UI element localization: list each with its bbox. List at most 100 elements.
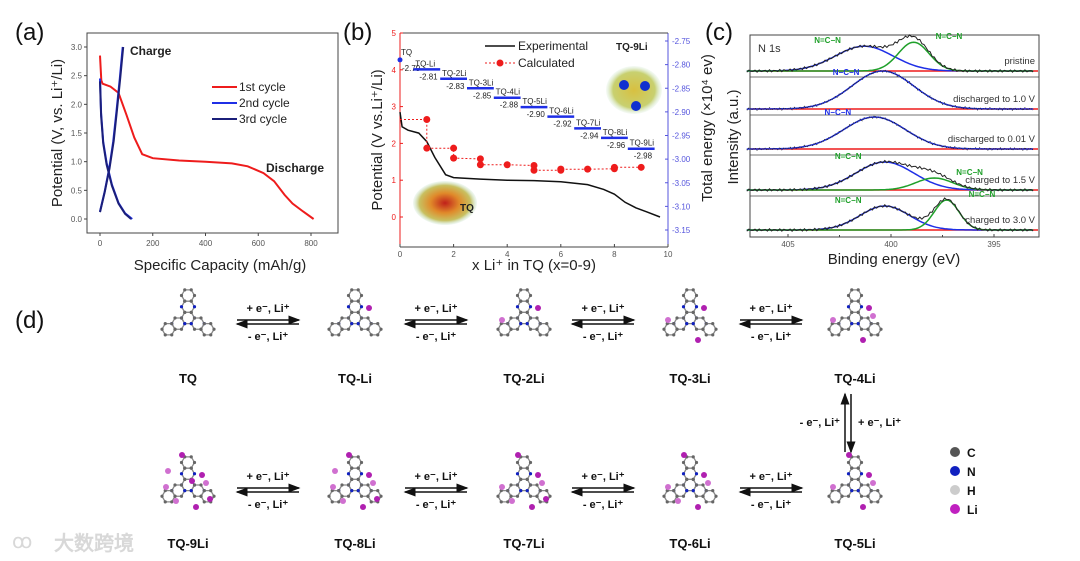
- spectrum-envelope: [746, 34, 1034, 73]
- molecule-ring: [516, 467, 532, 481]
- molecule-ring: [200, 322, 215, 336]
- atom: [369, 333, 373, 337]
- atom: [545, 489, 549, 493]
- li-atom: [860, 337, 866, 343]
- molecule-label: TQ-9Li: [167, 536, 208, 551]
- y2-tick-label: -3.10: [672, 202, 691, 211]
- atom: [850, 299, 854, 303]
- molecule-model: [160, 452, 216, 510]
- energy-level-dot: [397, 57, 403, 63]
- backward-condition-label: - e⁻, Li⁺: [248, 499, 289, 511]
- li-atom: [366, 472, 372, 478]
- energy-level-name: TQ: [401, 48, 412, 57]
- atom: [515, 327, 520, 331]
- atom: [340, 327, 344, 331]
- atom: [675, 494, 679, 498]
- equilibrium-arrow: + e⁻, Li⁺ - e⁻, Li⁺: [403, 303, 469, 343]
- x-tick-label: 395: [987, 240, 1001, 249]
- atom: [209, 333, 213, 337]
- atom: [694, 327, 699, 331]
- atom: [509, 327, 513, 331]
- li-atom: [701, 305, 707, 311]
- energy-level-value: -2.83: [446, 82, 465, 91]
- forward-condition-label: + e⁻, Li⁺: [414, 303, 457, 315]
- panel-a-xlabel: Specific Capacity (mAh/g): [134, 257, 307, 274]
- atom: [163, 333, 167, 337]
- energy-level-name: TQ-2Li: [442, 69, 467, 78]
- atom: [681, 316, 686, 320]
- atom: [837, 500, 841, 504]
- y2-tick-label: -3.00: [672, 155, 691, 164]
- atom: [359, 327, 364, 331]
- backward-condition-label: - e⁻, Li⁺: [416, 499, 457, 511]
- y-tick-label: 2.0: [71, 100, 83, 109]
- atom: [850, 489, 854, 493]
- atom: [496, 494, 500, 498]
- atom: [330, 500, 334, 504]
- li-atom: [535, 305, 541, 311]
- spectrum-envelope: [746, 159, 1034, 192]
- atom: [866, 483, 870, 487]
- atom: [869, 489, 873, 493]
- atom: [694, 316, 699, 320]
- spectrum-envelope: [746, 69, 1034, 111]
- x-tick-label: 405: [781, 240, 795, 249]
- atom: [519, 477, 523, 481]
- molecule-ring: [497, 489, 512, 503]
- molecule-label: TQ-Li: [338, 371, 372, 386]
- panel-label-d: (d): [15, 307, 44, 334]
- molecule-model: [496, 288, 552, 337]
- tq9li-li-site: [631, 101, 641, 111]
- energy-level-name: TQ-6Li: [549, 107, 574, 116]
- atom: [346, 472, 351, 476]
- tq-esp-inset: [413, 181, 477, 225]
- panel-label-b: (b): [343, 19, 372, 46]
- tq9li-inset-label: TQ-9Li: [616, 42, 648, 53]
- backward-condition-label: - e⁻, Li⁺: [751, 331, 792, 343]
- atom: [691, 310, 695, 314]
- atom: [675, 327, 679, 331]
- molecule-ring: [161, 322, 176, 336]
- atom: [170, 500, 174, 504]
- atom: [846, 483, 851, 487]
- atom: [691, 489, 695, 493]
- energy-level-value: -2.92: [553, 120, 572, 129]
- legend-atom-h-icon: [950, 485, 960, 495]
- atom: [662, 327, 666, 331]
- atom: [519, 299, 523, 303]
- atom: [691, 466, 695, 470]
- watermark-text: 大数跨境: [54, 531, 134, 555]
- atom: [179, 293, 184, 298]
- legend-experimental-label: Experimental: [518, 39, 588, 53]
- atom: [189, 466, 193, 470]
- atom: [672, 322, 676, 326]
- x-tick-label: 4: [505, 250, 510, 259]
- li-atom: [165, 468, 171, 474]
- x-tick-label: 200: [146, 239, 160, 248]
- panel-b-xlabel: x Li⁺ in TQ (x=0-9): [472, 257, 596, 274]
- molecule-ring: [702, 489, 717, 503]
- li-atom: [870, 480, 876, 486]
- atom: [179, 327, 184, 331]
- molecule-ring: [328, 322, 343, 336]
- atom: [525, 322, 529, 326]
- equilibrium-arrow: + e⁻, Li⁺ - e⁻, Li⁺: [570, 471, 636, 511]
- li-atom: [830, 317, 836, 323]
- watermark-logo-icon: ꝏ: [12, 531, 32, 553]
- atom: [691, 455, 695, 459]
- li-atom: [207, 496, 213, 502]
- tq-inset-label: TQ: [460, 203, 474, 214]
- atom: [376, 322, 380, 326]
- atom: [202, 322, 206, 326]
- tq9li-li-site: [619, 80, 629, 90]
- panel-c-title: N 1s: [758, 43, 781, 55]
- atom: [356, 322, 360, 326]
- atom: [499, 500, 503, 504]
- atom: [525, 477, 529, 481]
- bond-structure-label: N−C−N: [833, 68, 860, 77]
- molecule-label: TQ-6Li: [669, 536, 710, 551]
- li-atom: [705, 480, 711, 486]
- li-atom: [695, 337, 701, 343]
- molecule-ring: [536, 322, 551, 336]
- molecule-ring: [682, 289, 698, 302]
